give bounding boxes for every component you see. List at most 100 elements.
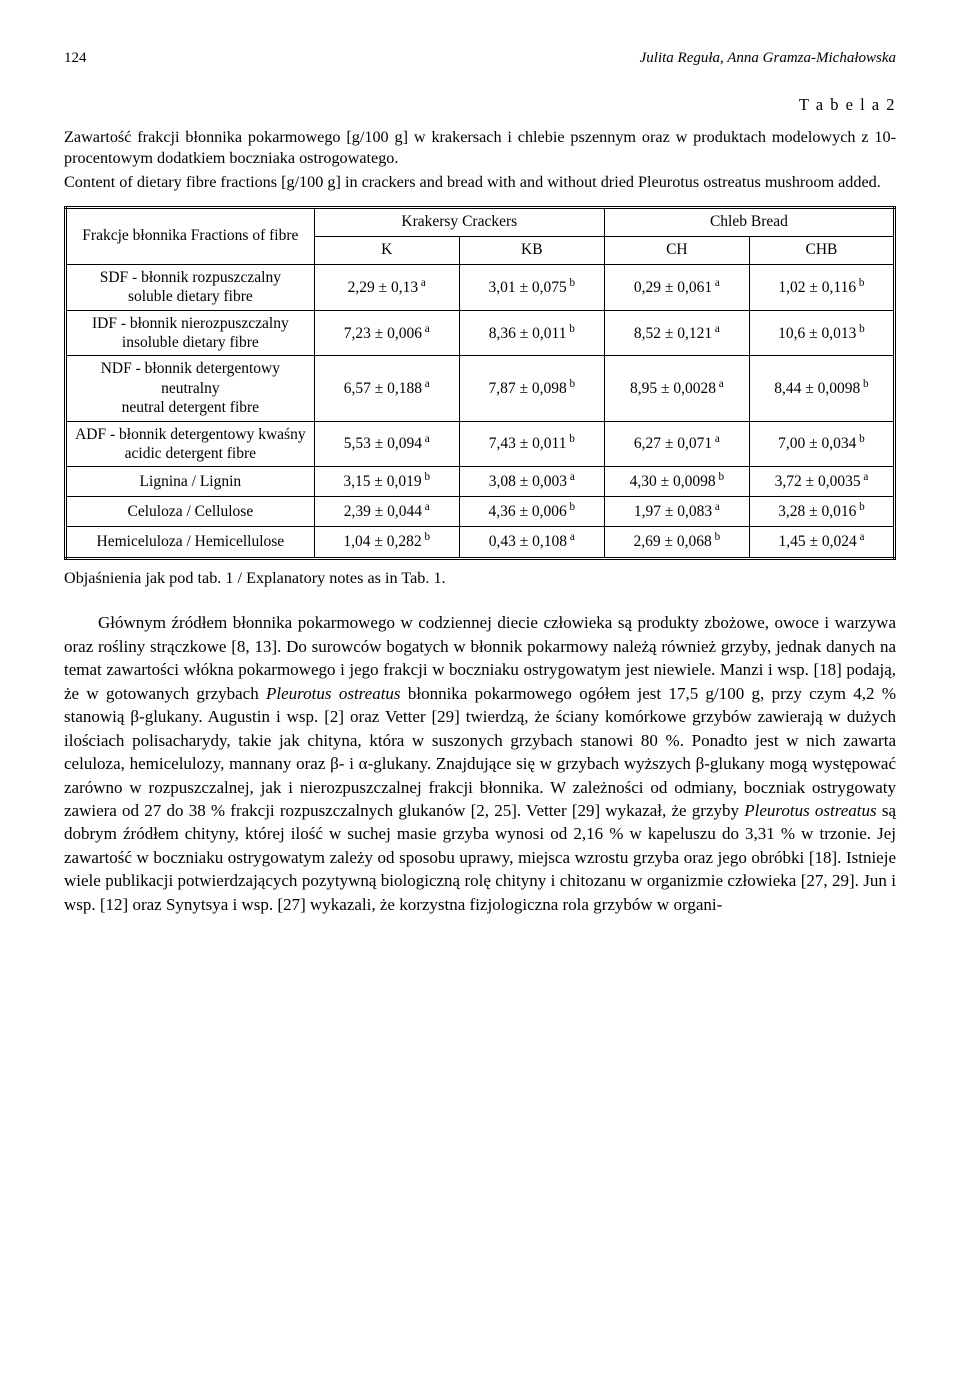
table-row: Celuloza / Cellulose2,39 ± 0,044 a4,36 ±… [66, 497, 895, 527]
cell-value: 8,52 ± 0,121 [634, 325, 712, 342]
cell-superscript: a [712, 501, 720, 513]
cell-value: 7,87 ± 0,098 [488, 380, 566, 397]
table-caption-en-2: mushroom added. [761, 173, 881, 191]
cell-k: 3,15 ± 0,019 b [314, 467, 459, 497]
table-label: T a b e l a 2 [64, 94, 896, 116]
cell-value: 0,43 ± 0,108 [489, 534, 567, 551]
row-label: SDF - błonnik rozpuszczalnysoluble dieta… [66, 264, 315, 310]
cell-value: 6,27 ± 0,071 [634, 436, 712, 453]
colgroup-crackers-en: Crackers [462, 213, 517, 230]
cell-ch: 0,29 ± 0,061 a [604, 264, 749, 310]
cell-superscript: a [422, 378, 430, 390]
cell-value: 0,29 ± 0,061 [634, 279, 712, 296]
cell-superscript: a [861, 471, 869, 483]
cell-k: 2,39 ± 0,044 a [314, 497, 459, 527]
cell-superscript: a [712, 433, 720, 445]
cell-superscript: a [567, 531, 575, 543]
cell-kb: 0,43 ± 0,108 a [459, 527, 604, 558]
body-paragraph: Głównym źródłem błonnika pokarmowego w c… [64, 611, 896, 916]
cell-superscript: b [566, 323, 574, 335]
cell-superscript: b [856, 501, 864, 513]
row-label: ADF - błonnik detergentowy kwaśnyacidic … [66, 421, 315, 467]
cell-chb: 3,28 ± 0,016 b [749, 497, 894, 527]
row-label: NDF - błonnik detergentowy neutralnyneut… [66, 356, 315, 421]
cell-kb: 3,01 ± 0,075 b [459, 264, 604, 310]
row-label-l2: neutral detergent fibre [73, 398, 308, 417]
cell-superscript: b [716, 471, 724, 483]
table-row: Hemiceluloza / Hemicellulose 1,04 ± 0,282… [66, 527, 895, 558]
row-label-l1: Hemiceluloza / Hemicellulose [73, 532, 308, 551]
cell-kb: 4,36 ± 0,006 b [459, 497, 604, 527]
row-label-l2: insoluble dietary fibre [73, 333, 308, 352]
rowhead-header: Frakcje błonnika Fractions of fibre [66, 208, 315, 265]
cell-value: 2,39 ± 0,044 [344, 504, 422, 521]
colgroup-bread-en: Bread [751, 213, 788, 230]
row-label-l2: acidic detergent fibre [73, 444, 308, 463]
cell-value: 10,6 ± 0,013 [778, 325, 856, 342]
cell-kb: 3,08 ± 0,003 a [459, 467, 604, 497]
cell-chb: 3,72 ± 0,0035 a [749, 467, 894, 497]
explanatory-note: Objaśnienia jak pod tab. 1 / Explanatory… [64, 568, 896, 590]
cell-superscript: b [712, 531, 720, 543]
cell-chb: 1,02 ± 0,116 b [749, 264, 894, 310]
cell-superscript: b [856, 433, 864, 445]
row-label-l1: Lignina / Lignin [73, 472, 308, 491]
cell-value: 1,45 ± 0,024 [778, 534, 856, 551]
cell-superscript: a [712, 323, 720, 335]
cell-value: 4,30 ± 0,0098 [630, 473, 716, 490]
col-kb: KB [459, 237, 604, 265]
cell-value: 1,04 ± 0,282 [343, 534, 421, 551]
cell-superscript: b [567, 277, 575, 289]
row-label-l2: soluble dietary fibre [73, 287, 308, 306]
cell-kb: 8,36 ± 0,011 b [459, 310, 604, 356]
body-ital1: Pleurotus ostreatus [266, 684, 401, 703]
cell-superscript: a [422, 501, 430, 513]
cell-superscript: a [716, 378, 724, 390]
cell-ch: 2,69 ± 0,068 b [604, 527, 749, 558]
row-label-l1: Celuloza / Cellulose [73, 502, 308, 521]
cell-superscript: a [712, 277, 720, 289]
cell-value: 1,97 ± 0,083 [634, 504, 712, 521]
cell-ch: 1,97 ± 0,083 a [604, 497, 749, 527]
cell-value: 3,15 ± 0,019 [343, 473, 421, 490]
cell-chb: 7,00 ± 0,034 b [749, 421, 894, 467]
cell-chb: 1,45 ± 0,024 a [749, 527, 894, 558]
table-caption-pl: Zawartość frakcji błonnika pokarmowego [… [64, 127, 896, 171]
cell-superscript: a [418, 277, 426, 289]
col-k: K [314, 237, 459, 265]
cell-value: 8,44 ± 0,0098 [774, 380, 860, 397]
page-authors: Julita Reguła, Anna Gramza-Michałowska [640, 48, 896, 68]
cell-value: 8,95 ± 0,0028 [630, 380, 716, 397]
cell-k: 1,04 ± 0,282 b [314, 527, 459, 558]
table-row: SDF - błonnik rozpuszczalnysoluble dieta… [66, 264, 895, 310]
cell-value: 4,36 ± 0,006 [488, 504, 566, 521]
cell-value: 1,02 ± 0,116 [778, 279, 856, 296]
cell-superscript: b [566, 433, 574, 445]
row-label: Hemiceluloza / Hemicellulose [66, 527, 315, 558]
cell-value: 3,08 ± 0,003 [489, 473, 567, 490]
cell-value: 3,28 ± 0,016 [778, 504, 856, 521]
cell-value: 7,43 ± 0,011 [489, 436, 567, 453]
colgroup-crackers: Krakersy Crackers [314, 208, 604, 237]
cell-ch: 8,95 ± 0,0028 a [604, 356, 749, 421]
table-row: NDF - błonnik detergentowy neutralnyneut… [66, 356, 895, 421]
cell-value: 7,00 ± 0,034 [778, 436, 856, 453]
row-label: Celuloza / Cellulose [66, 497, 315, 527]
cell-value: 2,69 ± 0,068 [634, 534, 712, 551]
table-row: Lignina / Lignin3,15 ± 0,019 b3,08 ± 0,0… [66, 467, 895, 497]
cell-value: 5,53 ± 0,094 [344, 436, 422, 453]
cell-value: 8,36 ± 0,011 [489, 325, 567, 342]
cell-superscript: b [856, 323, 864, 335]
cell-superscript: b [856, 277, 864, 289]
cell-k: 7,23 ± 0,006 a [314, 310, 459, 356]
cell-superscript: b [422, 471, 430, 483]
cell-superscript: a [422, 433, 430, 445]
cell-superscript: b [860, 378, 868, 390]
row-label-l1: NDF - błonnik detergentowy neutralny [73, 359, 308, 398]
page-number: 124 [64, 48, 87, 68]
cell-superscript: b [422, 531, 430, 543]
cell-k: 6,57 ± 0,188 a [314, 356, 459, 421]
row-label-l1: ADF - błonnik detergentowy kwaśny [73, 425, 308, 444]
rowhead-header-en: Fractions of fibre [191, 227, 299, 244]
cell-k: 5,53 ± 0,094 a [314, 421, 459, 467]
